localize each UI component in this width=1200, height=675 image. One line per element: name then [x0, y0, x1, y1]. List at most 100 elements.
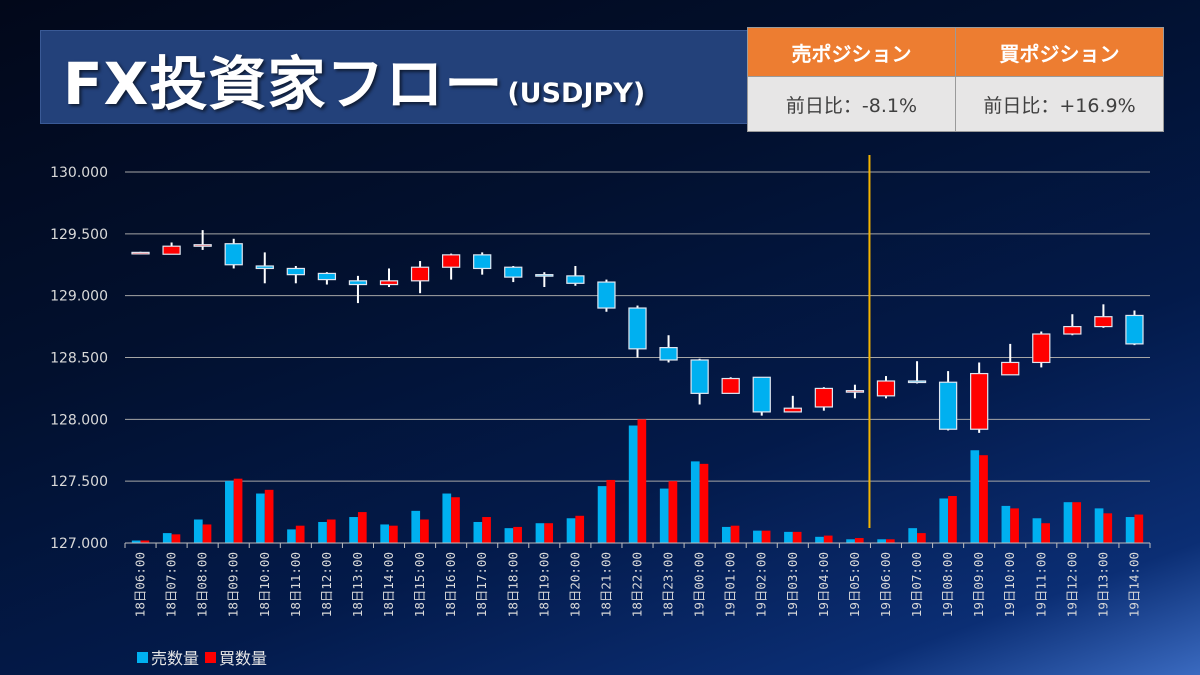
- x-tick-label: 18日08:00: [195, 552, 210, 617]
- candle-up: [193, 230, 212, 250]
- candle-body: [504, 266, 523, 278]
- sell-volume-bar: [721, 526, 731, 543]
- candle-body: [1125, 314, 1144, 345]
- candle-down: [566, 265, 585, 286]
- x-tick-label: 18日23:00: [661, 552, 676, 617]
- x-tick-label: 19日10:00: [1002, 552, 1017, 617]
- buy-volume-bar: [637, 419, 647, 543]
- x-tick-label: 19日03:00: [785, 552, 800, 617]
- x-tick-label: 18日21:00: [598, 552, 613, 617]
- candle-body: [193, 244, 212, 247]
- sell-volume-bar: [659, 488, 669, 543]
- candle-down: [255, 252, 274, 284]
- candle-body: [162, 245, 181, 255]
- x-tick-label: 19日11:00: [1033, 552, 1048, 617]
- sell-volume-bar: [504, 528, 514, 543]
- candle-body: [845, 390, 865, 393]
- candle-body: [441, 254, 461, 268]
- buy-volume-bar: [357, 512, 367, 543]
- buy-volume-bar: [854, 538, 864, 543]
- sell-volume-bar: [442, 493, 452, 543]
- buy-volume-bar: [389, 525, 398, 543]
- x-tick-label: 18日22:00: [630, 552, 645, 617]
- sell-volume-bar: [318, 521, 327, 543]
- candle-up: [721, 377, 740, 394]
- buy-volume-bar: [451, 497, 460, 543]
- candle-down: [286, 265, 305, 284]
- sell-volume-bar: [162, 533, 172, 543]
- buy-volume-bar: [513, 526, 522, 543]
- candle-down: [224, 238, 243, 269]
- x-tick-label: 18日18:00: [505, 552, 520, 617]
- sell-volume-bar: [939, 498, 949, 543]
- legend-swatch-buy: [205, 651, 217, 663]
- candle-up: [845, 384, 865, 399]
- candle-body: [410, 266, 430, 282]
- sell-volume-bar: [131, 540, 141, 543]
- candle-body: [628, 307, 647, 350]
- sell-volume-bar: [411, 510, 421, 543]
- candle-body: [597, 281, 616, 309]
- sell-volume-bar: [970, 450, 980, 543]
- buy-volume-bar: [482, 517, 491, 543]
- candle-body: [907, 380, 927, 384]
- buy-volume-bar: [233, 478, 243, 543]
- sell-volume-bar: [193, 519, 203, 543]
- candle-body: [317, 272, 337, 281]
- buy-volume-bar: [171, 534, 181, 543]
- buy-volume-bar: [575, 515, 585, 543]
- sell-volume-bar: [784, 531, 793, 543]
- buy-volume-bar: [606, 479, 616, 543]
- candle-body: [1063, 325, 1082, 335]
- page-subtitle: (USDJPY): [507, 78, 646, 109]
- candle-body: [783, 407, 802, 413]
- candle-down: [535, 272, 554, 288]
- candle-up: [441, 253, 461, 280]
- candle-down: [752, 376, 771, 416]
- candle-body: [814, 387, 834, 408]
- sell-volume-bar: [597, 486, 607, 543]
- candle-up: [970, 362, 989, 433]
- candle-down: [473, 252, 492, 275]
- sell-volume-bar: [256, 493, 265, 543]
- legend-label-sell: 売数量: [151, 649, 200, 668]
- candle-down: [1125, 310, 1144, 346]
- x-tick-label: 19日08:00: [940, 552, 955, 617]
- x-tick-label: 19日12:00: [1064, 552, 1079, 617]
- title-banner: FX投資家フロー (USDJPY): [40, 30, 750, 124]
- buy-volume-bar: [699, 463, 709, 543]
- buy-volume-bar: [761, 530, 771, 543]
- candle-body: [131, 251, 150, 255]
- sell-volume-bar: [566, 518, 576, 543]
- buy-volume-bar: [792, 531, 802, 543]
- candle-body: [348, 280, 368, 286]
- y-tick-label: 129.000: [50, 289, 108, 305]
- candle-body: [566, 275, 585, 284]
- buy-volume-bar: [979, 455, 988, 543]
- candle-body: [690, 359, 709, 394]
- y-tick-label: 129.500: [50, 227, 108, 243]
- candle-up: [410, 261, 430, 294]
- x-tick-label: 18日11:00: [288, 552, 303, 617]
- sell-volume-bar: [877, 539, 886, 543]
- buy-volume-bar: [1041, 523, 1050, 543]
- candle-body: [938, 381, 958, 430]
- legend-item-sell: 売数量: [137, 645, 199, 669]
- sell-volume-bar: [1001, 505, 1011, 543]
- candle-down: [504, 265, 523, 283]
- candle-body: [473, 254, 492, 270]
- sell-volume-bar: [908, 528, 918, 543]
- candle-up: [876, 376, 896, 399]
- y-tick-label: 127.500: [50, 474, 108, 490]
- x-tick-label: 19日13:00: [1095, 552, 1110, 617]
- sell-volume-bar: [846, 539, 855, 543]
- candle-body: [659, 347, 678, 361]
- x-tick-label: 19日00:00: [692, 552, 707, 617]
- candle-body: [970, 372, 989, 430]
- x-tick-label: 18日10:00: [257, 552, 272, 617]
- candle-up: [1063, 314, 1082, 336]
- buy-volume-bar: [202, 524, 212, 543]
- candle-down: [317, 272, 337, 285]
- x-tick-label: 18日14:00: [381, 552, 396, 617]
